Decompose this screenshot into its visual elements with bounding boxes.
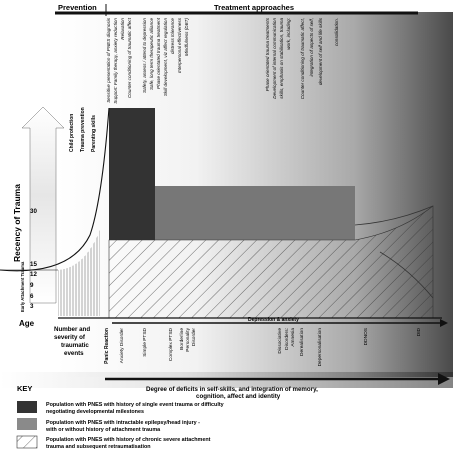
header-treatment: Treatment approaches [214, 3, 294, 12]
treatment-item: development of self and life skills [318, 17, 323, 85]
treatment-item: Safety, assess / attend to depression [142, 18, 147, 93]
treatment-items: Sensitive presentation of PNES diagnosis… [106, 17, 339, 103]
hatch-top-curve [354, 205, 434, 226]
key-item-single-event: Population with PNES with history of sin… [17, 401, 224, 415]
y-axis-arrow [21, 106, 65, 304]
number-label-3: traumatic [61, 342, 89, 349]
key-title: KEY [17, 384, 32, 393]
attachment-lines-area [58, 230, 100, 316]
x-category-label: Depersonalisation [317, 328, 323, 367]
treatment-item: Relaxation [120, 18, 125, 40]
treatment-item: skills, emphasis on stabilisation, traum… [279, 18, 284, 99]
deficit-label-2: cognition, affect and identity [196, 393, 281, 400]
treatment-item: Phase orientated trauma treatments [265, 17, 270, 91]
treatment-item: work, including: [286, 17, 291, 49]
hatch-bottom-curve [379, 251, 434, 299]
x-category-label: Personality [185, 327, 191, 351]
key-swatch-grey [17, 418, 37, 430]
x-category-label: Panic Reaction [104, 328, 110, 364]
x-category-label: DID [416, 327, 422, 336]
prevention-items: Child protection Trauma prevention Paren… [69, 107, 97, 152]
early-attachment-label: Early Attachment Trauma [20, 261, 25, 312]
y-tick-30: 30 [30, 208, 37, 215]
treatment-item: Counter conditioning of traumatic affect [127, 17, 132, 98]
intractable-epilepsy-area [155, 186, 355, 240]
treatment-item: Counter conditioning of traumatic affect… [300, 18, 305, 99]
x-category-label: Borderline [179, 328, 185, 350]
prevention-item: Parenting skills [91, 115, 97, 152]
key-item-epilepsy: Population with PNES with intractable ep… [17, 418, 200, 433]
treatment-item: Mindfulness (DBT) [184, 18, 189, 57]
chronic-attachment-trauma-area [108, 205, 434, 319]
x-category-label: Dissociative [277, 328, 283, 354]
x-category-label: Derealisation [299, 328, 305, 356]
treatment-item: Phase orientated trauma treatment [156, 17, 161, 89]
x-categories: Panic Reaction Anxiety Disorder Simple PTS… [104, 327, 422, 366]
number-label-1: Number and [54, 326, 90, 333]
number-label-4: events [64, 350, 84, 357]
treatment-item: Skill development, viz affect regulation [163, 18, 168, 97]
x-category-label: Disorder [191, 328, 197, 347]
x-category-label: Disorders: [284, 328, 290, 350]
depression-arrow-head [440, 319, 448, 327]
treatment-item: Interpersonal effectiveness [177, 17, 182, 73]
x-category-label: Complex PTSD [168, 327, 174, 361]
treatment-item: Sensitive presentation of PNES diagnosis [106, 17, 111, 102]
prevention-item: Trauma prevention [80, 107, 86, 152]
depression-label: Depression & anxiety [248, 317, 299, 323]
key-text: trauma and subsequent retraumatisation [46, 444, 151, 450]
treatment-item: consolidation. [334, 18, 339, 46]
header-prevention: Prevention [58, 3, 97, 12]
key-text: Population with PNES with intractable ep… [46, 420, 200, 426]
deficit-arrow-head [438, 373, 450, 385]
y-tick-9: 9 [30, 282, 34, 289]
x-category-label: Anxiety Disorder [119, 328, 125, 364]
key-item-chronic-attachment: Population with PNES with history of chr… [16, 435, 211, 450]
prevention-item: Child protection [69, 114, 75, 152]
key-text: Population with PNES with history of chr… [46, 437, 211, 443]
key-text: Population with PNES with history of sin… [46, 402, 224, 408]
treatment-item: distress tolerance [170, 18, 175, 54]
key-swatch-hatched [16, 435, 38, 449]
x-category-label: Simple PTSD [142, 327, 148, 356]
treatment-item: Support: Family therapy, anxiety reducti… [113, 18, 118, 104]
y-tick-12: 12 [30, 271, 37, 278]
treatment-item: Safe, long term therapeutic alliance [149, 18, 154, 90]
y-tick-3: 3 [30, 303, 34, 310]
treatment-item: integration of aspects of self, [309, 18, 314, 76]
y-axis-label: Recency of Trauma [12, 184, 22, 262]
x-category-label: DDNOS [363, 328, 369, 345]
y-tick-15: 15 [30, 261, 37, 268]
x-category-label: Amnesia [290, 328, 296, 347]
key-text: with or without history of attachment tr… [45, 427, 161, 433]
number-label-2: severity of [54, 334, 86, 341]
trauma-curve [0, 107, 110, 272]
single-event-trauma-area [109, 108, 155, 240]
key-swatch-dark [17, 401, 37, 413]
y-tick-6: 6 [30, 293, 34, 300]
key-text: negotiating developmental milestones [46, 409, 144, 415]
treatment-item: Development of internal communication [272, 18, 277, 99]
age-label: Age [19, 319, 35, 328]
deficit-label-1: Degree of deficits in self-skills, and i… [146, 386, 318, 393]
